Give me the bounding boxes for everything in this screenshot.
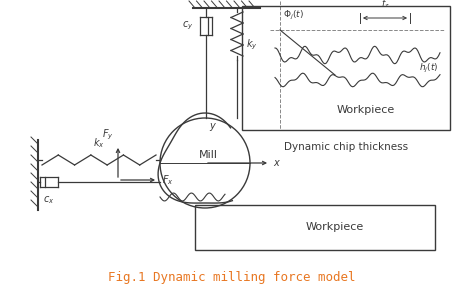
Text: Workpiece: Workpiece (336, 105, 394, 115)
Text: $c_x$: $c_x$ (43, 194, 55, 206)
Text: $x$: $x$ (272, 158, 281, 168)
Bar (194, 205, 434, 250)
Text: $F_x$: $F_x$ (162, 173, 173, 187)
Text: $k_x$: $k_x$ (93, 136, 105, 150)
Text: $c_y$: $c_y$ (181, 20, 193, 32)
Bar (242, 6, 449, 130)
Text: Mill: Mill (198, 150, 217, 160)
Text: $k_y$: $k_y$ (245, 38, 257, 52)
Text: $F_y$: $F_y$ (102, 128, 114, 142)
Text: $h_j(t)$: $h_j(t)$ (418, 61, 437, 74)
Text: Dynamic chip thickness: Dynamic chip thickness (283, 142, 407, 152)
Text: $y$: $y$ (208, 121, 217, 133)
Text: Fig.1 Dynamic milling force model: Fig.1 Dynamic milling force model (108, 272, 355, 284)
Text: Workpiece: Workpiece (305, 223, 363, 232)
Text: $\Phi_j(t)$: $\Phi_j(t)$ (282, 9, 303, 22)
Text: $f_z$: $f_z$ (380, 0, 388, 10)
